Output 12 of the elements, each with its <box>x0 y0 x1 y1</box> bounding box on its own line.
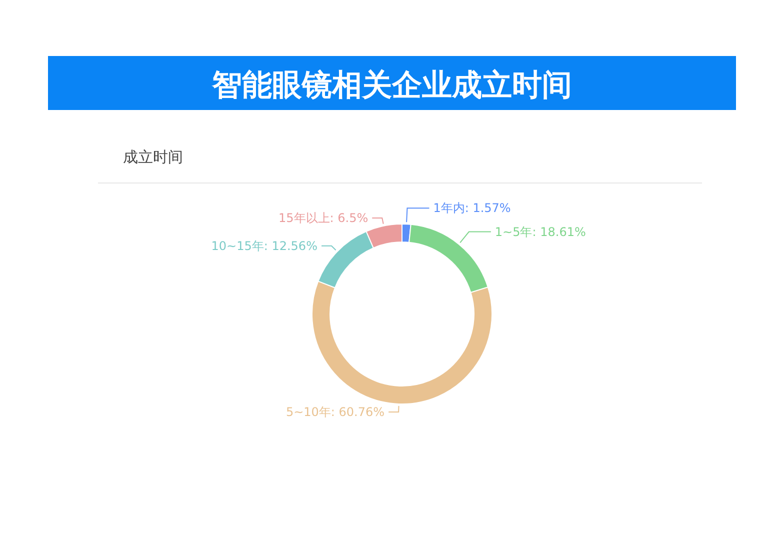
data-label: : 6.5% <box>330 211 368 226</box>
slice-label: 15年以上 <box>278 211 330 226</box>
chart-title: 智能眼镜相关企业成立时间 <box>211 68 572 103</box>
data-label: : 60.76% <box>330 404 385 419</box>
slice-label: 10~15年 <box>211 238 264 253</box>
chart-subtitle: 成立时间 <box>123 148 183 166</box>
data-label: : 18.61% <box>532 224 586 239</box>
slice-label: 1年内 <box>433 201 465 216</box>
slice-label: 1~5年 <box>494 224 532 239</box>
data-label: : 12.56% <box>264 238 318 253</box>
data-label: : 1.57% <box>464 201 511 216</box>
slice-label: 5~10年 <box>286 404 331 419</box>
